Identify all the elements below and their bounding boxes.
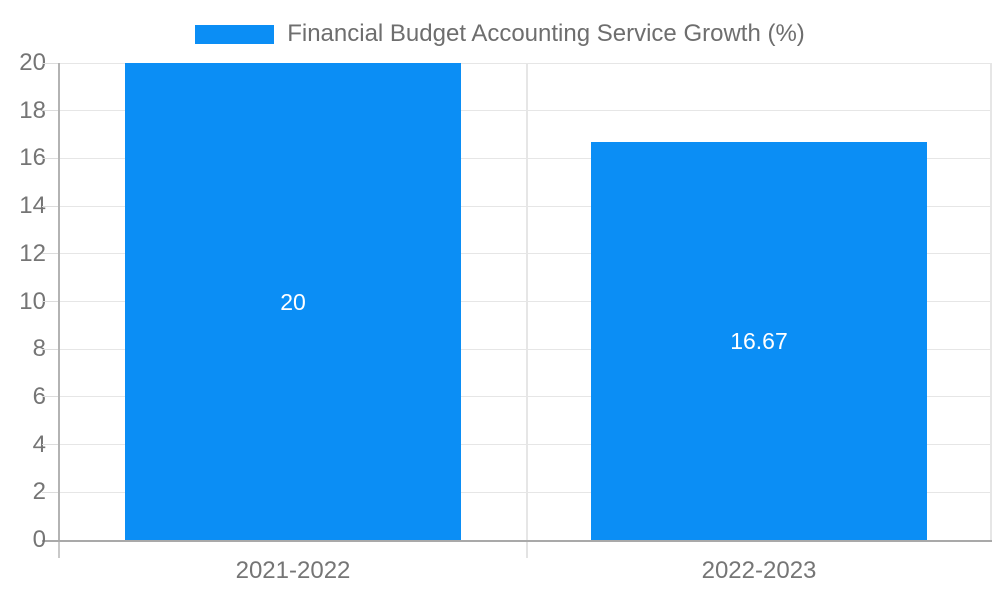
legend-swatch-icon [195, 24, 275, 44]
bar-value-label: 16.67 [730, 328, 788, 355]
y-axis-label-0: 0 [32, 526, 46, 553]
y-tick-6 [42, 396, 58, 398]
y-tick-16 [42, 157, 58, 159]
y-tick-2 [42, 491, 58, 493]
y-tick-18 [42, 110, 58, 112]
plot-area: 20 16.67 [60, 62, 992, 540]
y-axis-label-4: 4 [32, 430, 46, 458]
legend-label: Financial Budget Accounting Service Grow… [287, 20, 805, 47]
y-axis-label-8: 8 [32, 335, 46, 363]
bar-value-label: 20 [280, 288, 306, 315]
y-axis-label-20: 20 [19, 49, 46, 76]
y-axis-label-18: 18 [19, 96, 46, 124]
bar-2021-2022[interactable] [125, 63, 461, 540]
x-axis-label-2022-2023: 2022-2023 [701, 557, 817, 584]
bar-2022-2023[interactable] [591, 142, 927, 540]
y-axis-label-12: 12 [19, 239, 46, 267]
plot-right-border [990, 63, 992, 540]
y-tick-14 [42, 205, 58, 207]
x-tick-origin [58, 542, 60, 558]
y-axis-label-2: 2 [32, 478, 46, 506]
y-axis-label-14: 14 [19, 192, 46, 220]
y-tick-12 [42, 253, 58, 255]
x-axis-line [42, 540, 992, 542]
gridline-x-separator [526, 63, 528, 540]
x-tick-mid [526, 542, 528, 558]
chart-legend: Financial Budget Accounting Service Grow… [0, 18, 1000, 50]
y-axis-label-16: 16 [19, 144, 46, 172]
y-tick-20 [42, 62, 58, 64]
x-axis-label-2021-2022: 2021-2022 [235, 557, 351, 584]
y-tick-10 [42, 301, 58, 302]
y-tick-8 [42, 348, 58, 350]
y-axis-label-10: 10 [19, 287, 46, 315]
y-axis-line [58, 63, 60, 540]
y-tick-4 [42, 444, 58, 446]
y-axis-label-6: 6 [32, 382, 46, 410]
